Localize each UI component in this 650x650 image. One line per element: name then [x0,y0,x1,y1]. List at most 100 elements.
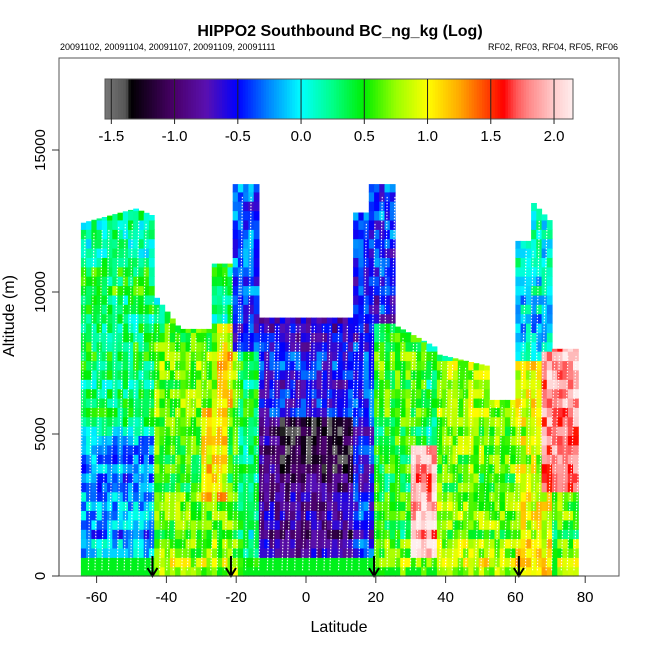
heatmap-cell [269,397,276,408]
heatmap-cell [279,538,286,549]
heatmap-cell [326,416,333,427]
heatmap-cell [211,266,218,277]
heatmap-cell [227,304,234,315]
heatmap-cell [494,501,501,511]
heatmap-cell [536,379,543,390]
heatmap-cell [410,557,417,568]
heatmap-cell [211,276,218,287]
heatmap-cell [525,266,532,277]
heatmap-cell [211,304,218,315]
flight-track [515,250,527,571]
heatmap-cell [552,510,558,521]
colorbar-swatch [333,79,337,119]
heatmap-cell [525,323,532,333]
heatmap-cell [91,482,98,493]
heatmap-cell [536,426,543,436]
colorbar-swatch [510,79,514,119]
heatmap-cell [206,407,213,418]
heatmap-cell [504,407,511,418]
heatmap-cell [405,501,412,511]
heatmap-cell [96,323,103,333]
heatmap-cell [332,341,338,352]
heatmap-cell [133,276,139,287]
heatmap-cell [112,248,119,258]
heatmap-cell [201,426,208,436]
heatmap-cell [405,519,412,530]
heatmap-cell [143,547,150,558]
heatmap-cell [546,341,553,352]
heatmap-cell [258,444,265,455]
heatmap-cell [405,332,412,333]
heatmap-cell [122,304,129,315]
heatmap-cell [353,397,359,408]
heatmap-cell [389,463,396,474]
heatmap-cell [258,407,265,418]
heatmap-cell [180,379,187,390]
heatmap-cell [227,463,234,474]
heatmap-cell [269,510,276,521]
colorbar-swatch [242,79,246,119]
heatmap-cell [426,444,433,455]
heatmap-cell [510,482,516,493]
heatmap-cell [96,435,103,446]
heatmap-cell [91,388,98,399]
heatmap-cell [112,341,119,352]
heatmap-cell [91,379,98,390]
heatmap-cell [478,379,485,390]
heatmap-cell [154,416,160,427]
heatmap-cell [232,501,239,511]
heatmap-cell [285,510,291,521]
heatmap-cell [457,557,464,568]
heatmap-cell [478,472,485,483]
heatmap-cell [306,332,312,343]
heatmap-cell [107,351,113,362]
heatmap-cell [332,454,338,465]
heatmap-cell [358,397,365,408]
heatmap-cell [159,444,166,455]
colorbar-swatch [526,79,530,119]
heatmap-cell [258,519,265,530]
heatmap-cell [175,444,181,455]
heatmap-cell [96,566,103,577]
heatmap-cell [86,276,92,287]
heatmap-cell [237,557,244,568]
heatmap-cell [546,304,553,315]
heatmap-cell [410,472,417,483]
heatmap-cell [237,547,244,558]
heatmap-cell [347,472,354,483]
heatmap-cell [536,238,543,249]
heatmap-cell [248,276,255,287]
heatmap-cell [499,566,506,577]
heatmap-cell [285,547,291,558]
heatmap-cell [112,435,119,446]
heatmap-cell [133,379,139,390]
heatmap-cell [107,379,113,390]
heatmap-cell [122,482,129,493]
heatmap-cell [478,454,485,465]
heatmap-cell [290,317,297,324]
heatmap-cell [222,482,228,493]
heatmap-cell [169,407,176,418]
heatmap-cell [274,519,281,530]
heatmap-cell [520,538,527,549]
heatmap-cell [504,566,511,577]
heatmap-cell [410,379,417,390]
heatmap-cell [175,482,181,493]
heatmap-cell [342,463,349,474]
heatmap-cell [133,229,139,240]
heatmap-cell [421,416,427,427]
heatmap-cell [421,454,427,465]
heatmap-cell [86,426,92,436]
heatmap-cell [217,397,223,408]
heatmap-cell [520,426,527,436]
heatmap-cell [531,547,537,558]
heatmap-cell [546,547,553,558]
heatmap-cell [300,407,307,418]
heatmap-cell [395,510,401,521]
heatmap-cell [353,360,359,371]
heatmap-cell [353,332,359,343]
colorbar-swatch [383,79,387,119]
heatmap-cell [400,426,406,436]
heatmap-cell [133,454,139,465]
heatmap-cell [201,501,208,511]
